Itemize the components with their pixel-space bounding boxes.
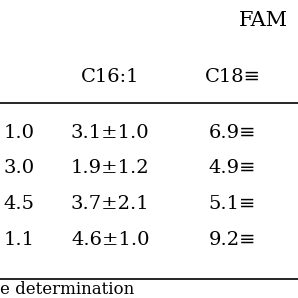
- Text: 4.6±1.0: 4.6±1.0: [71, 231, 150, 249]
- Text: 5.1≡: 5.1≡: [209, 195, 256, 213]
- Text: 1.1: 1.1: [4, 231, 35, 249]
- Text: 6.9≡: 6.9≡: [209, 124, 256, 142]
- Text: C16:1: C16:1: [81, 69, 139, 86]
- Text: 4.9≡: 4.9≡: [209, 159, 256, 177]
- Text: 3.1±1.0: 3.1±1.0: [71, 124, 150, 142]
- Text: 1.9±1.2: 1.9±1.2: [71, 159, 150, 177]
- Text: 4.5: 4.5: [4, 195, 35, 213]
- Text: FAM: FAM: [238, 11, 287, 30]
- Text: C18≡: C18≡: [204, 69, 260, 86]
- Text: 3.0: 3.0: [4, 159, 35, 177]
- Text: 9.2≡: 9.2≡: [209, 231, 256, 249]
- Text: 3.7±2.1: 3.7±2.1: [71, 195, 150, 213]
- Text: e determination: e determination: [0, 281, 134, 298]
- Text: 1.0: 1.0: [4, 124, 35, 142]
